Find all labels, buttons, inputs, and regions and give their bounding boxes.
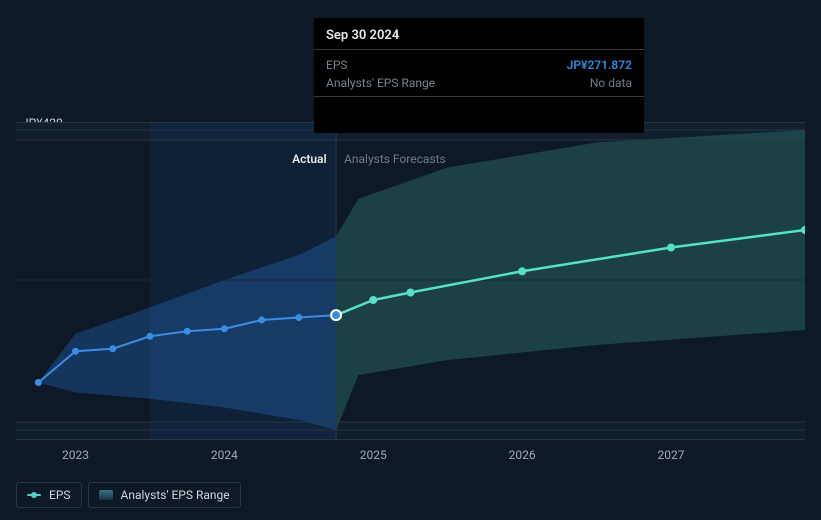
x-axis-tick: 2025 (360, 448, 387, 462)
tooltip-row: Analysts' EPS Range No data (326, 74, 632, 92)
legend-label: Analysts' EPS Range (121, 488, 230, 502)
eps-chart-container: Sep 30 2024 EPSJP¥271.872Analysts' EPS R… (0, 0, 821, 520)
tooltip-divider (314, 49, 644, 50)
tooltip-row: EPS JP¥271.872 (326, 56, 632, 74)
period-label-forecast: Analysts Forecasts (344, 152, 446, 166)
tooltip-row-label: Analysts' EPS Range (326, 74, 435, 92)
x-axis-tick: 2027 (658, 448, 685, 462)
period-label-actual: Actual (292, 152, 327, 166)
tooltip-bottom-divider (314, 96, 644, 97)
chart-svg (16, 122, 805, 440)
swatch-range-icon (99, 490, 113, 500)
tooltip-date: Sep 30 2024 (326, 28, 632, 43)
tooltip-row-value: No data (590, 74, 632, 92)
legend-item-eps[interactable]: EPS (16, 482, 82, 508)
legend-item-range[interactable]: Analysts' EPS Range (88, 482, 241, 508)
tooltip-row-value: JP¥271.872 (567, 56, 632, 74)
x-axis-tick: 2024 (211, 448, 238, 462)
x-axis: 2023 2024 2025 2026 2027 (16, 448, 805, 468)
chart-tooltip: Sep 30 2024 EPSJP¥271.872Analysts' EPS R… (314, 18, 644, 133)
swatch-line-icon (27, 491, 41, 499)
tooltip-row-label: EPS (326, 56, 348, 74)
plot-area[interactable] (16, 122, 805, 440)
x-axis-tick: 2023 (62, 448, 89, 462)
legend-label: EPS (49, 488, 71, 502)
chart-legend: EPS Analysts' EPS Range (16, 482, 241, 508)
x-axis-tick: 2026 (509, 448, 536, 462)
